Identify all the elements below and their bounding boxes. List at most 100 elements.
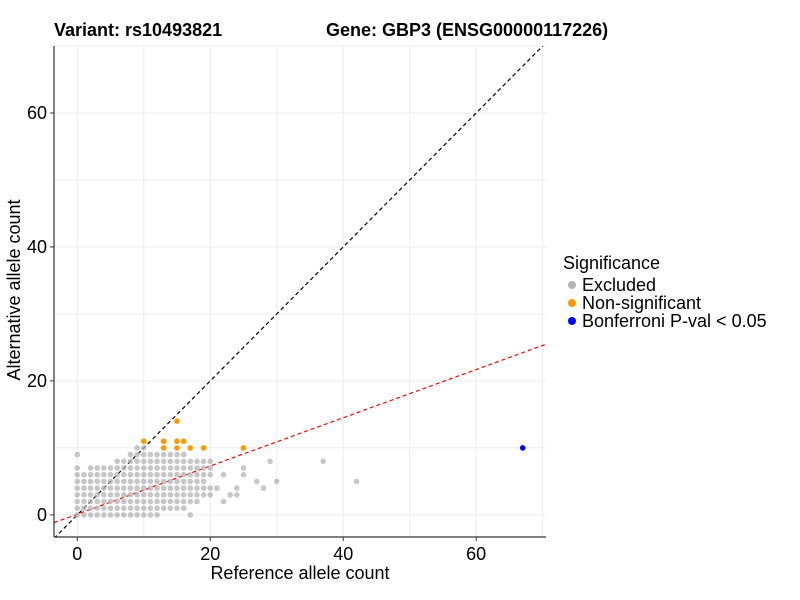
data-point xyxy=(127,491,134,498)
data-point xyxy=(180,458,187,465)
data-point xyxy=(220,471,227,478)
data-point xyxy=(87,485,94,491)
data-point xyxy=(180,491,187,498)
data-point xyxy=(174,491,180,498)
data-point xyxy=(154,458,160,465)
data-point xyxy=(74,512,81,518)
data-point xyxy=(140,465,147,471)
data-point xyxy=(174,485,180,491)
data-point xyxy=(519,445,526,451)
data-point xyxy=(147,485,154,491)
data-point xyxy=(194,485,200,491)
data-point xyxy=(167,458,174,465)
axes: 0 20 40 60 0 20 40 60 xyxy=(27,46,546,564)
data-point xyxy=(140,445,147,451)
data-point xyxy=(187,445,194,451)
data-point xyxy=(134,465,140,471)
data-point xyxy=(200,485,207,491)
data-point xyxy=(121,498,127,505)
data-point xyxy=(194,458,200,465)
data-point xyxy=(121,512,127,518)
data-point xyxy=(154,498,160,505)
data-point xyxy=(140,478,147,485)
data-point xyxy=(81,505,87,511)
data-point xyxy=(187,491,194,498)
data-point xyxy=(114,512,120,518)
data-point xyxy=(167,498,174,505)
data-point xyxy=(101,465,107,471)
data-point xyxy=(140,451,147,458)
y-tick-label: 60 xyxy=(27,103,47,123)
data-point xyxy=(147,491,154,498)
data-point xyxy=(214,485,220,491)
data-point xyxy=(180,471,187,478)
identity-reference-line xyxy=(54,46,544,537)
data-point xyxy=(127,465,134,471)
reference-lines xyxy=(54,46,546,537)
data-point xyxy=(160,471,167,478)
data-point xyxy=(147,512,154,518)
data-point xyxy=(81,471,87,478)
data-point xyxy=(207,465,214,471)
data-point xyxy=(267,458,273,465)
data-point xyxy=(234,485,240,491)
data-point xyxy=(114,458,120,465)
data-point xyxy=(81,478,87,485)
data-point xyxy=(194,471,200,478)
data-point xyxy=(74,451,81,458)
data-points xyxy=(74,418,526,518)
data-point xyxy=(174,451,180,458)
data-point xyxy=(240,465,247,471)
data-point xyxy=(174,445,180,451)
data-point xyxy=(160,498,167,505)
legend-title: Significance xyxy=(563,253,661,273)
data-point xyxy=(167,485,174,491)
legend-label: Non-significant xyxy=(582,292,702,313)
data-point xyxy=(180,465,187,471)
data-point xyxy=(200,471,207,478)
data-point xyxy=(114,505,120,511)
data-point xyxy=(134,458,140,465)
gene-title: Gene: GBP3 (ENSG00000117226) xyxy=(326,20,609,40)
data-point xyxy=(134,445,140,451)
data-point xyxy=(320,458,327,465)
data-point xyxy=(240,445,247,451)
data-point xyxy=(174,505,180,511)
data-point xyxy=(134,491,140,498)
data-point xyxy=(147,498,154,505)
data-point xyxy=(74,491,81,498)
data-point xyxy=(121,458,127,465)
data-point xyxy=(273,478,280,485)
data-point xyxy=(187,512,194,518)
data-point xyxy=(114,498,120,505)
data-point xyxy=(160,451,167,458)
data-point xyxy=(160,505,167,511)
data-point xyxy=(160,445,167,451)
data-point xyxy=(121,485,127,491)
data-point xyxy=(81,485,87,491)
data-point xyxy=(134,485,140,491)
data-point xyxy=(160,458,167,465)
data-point xyxy=(94,505,101,511)
data-point xyxy=(160,485,167,491)
data-point xyxy=(114,485,120,491)
data-point xyxy=(154,465,160,471)
data-point xyxy=(127,451,134,458)
data-point xyxy=(114,465,120,471)
data-point xyxy=(180,498,187,505)
data-point xyxy=(134,451,140,458)
y-tick-label: 40 xyxy=(27,237,47,257)
data-point xyxy=(167,505,174,511)
data-point xyxy=(220,498,227,505)
data-point xyxy=(81,512,87,518)
data-point xyxy=(174,438,180,445)
data-point xyxy=(114,491,120,498)
data-point xyxy=(74,485,81,491)
data-point xyxy=(140,458,147,465)
data-point xyxy=(174,418,180,424)
data-point xyxy=(154,485,160,491)
data-point xyxy=(167,451,174,458)
data-point xyxy=(94,465,101,471)
data-point xyxy=(167,478,174,485)
data-point xyxy=(121,465,127,471)
